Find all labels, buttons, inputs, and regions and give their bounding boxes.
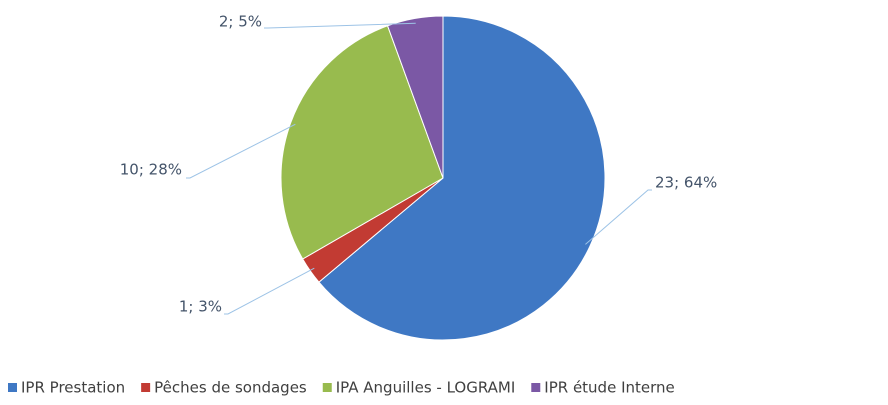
legend-label: Pêches de sondages (154, 379, 307, 397)
legend-label: IPA Anguilles - LOGRAMI (336, 379, 516, 397)
leader-line (264, 22, 416, 29)
legend-swatch (8, 383, 17, 392)
legend-swatch (141, 383, 151, 392)
pie-slice (318, 15, 606, 341)
data-label: 10; 28% (120, 161, 182, 179)
leader-line (585, 189, 652, 245)
leader-line (186, 123, 296, 179)
legend-label: IPR étude Interne (544, 379, 674, 397)
data-label: 2; 5% (219, 13, 262, 31)
legend-swatch (322, 383, 332, 392)
data-label: 1; 3% (179, 298, 222, 316)
legend-label: IPR Prestation (21, 379, 125, 397)
legend-swatch (531, 383, 541, 392)
leader-line (224, 267, 315, 315)
pie-slice (280, 25, 444, 260)
pie-slice (386, 15, 444, 179)
data-label: 23; 64% (655, 174, 717, 192)
